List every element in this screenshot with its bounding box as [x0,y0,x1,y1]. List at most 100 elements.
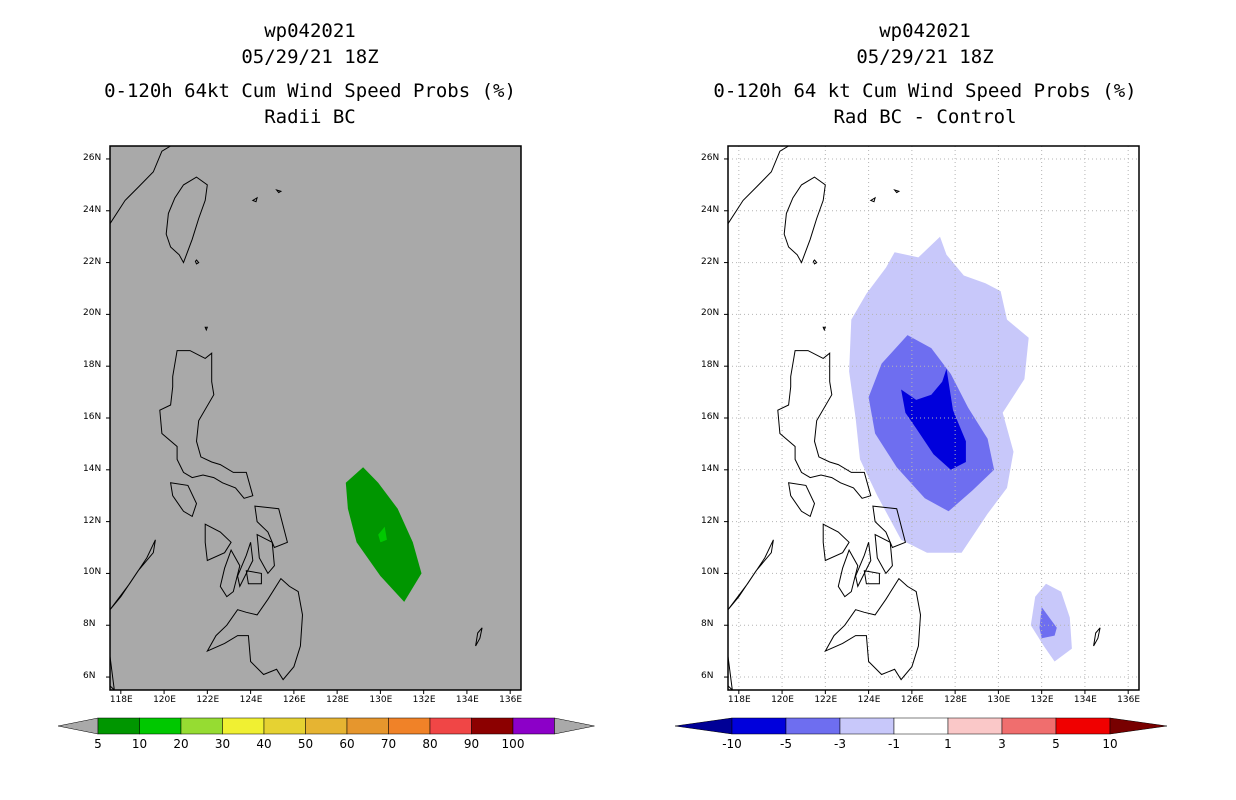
left-colorbar-label: 5 [94,737,102,751]
right-x-tick-label: 134E [1073,695,1097,705]
right-colorbar-label: -1 [888,737,900,751]
right-y-tick-label: 26N [701,152,720,163]
left-colorbar-swatch [305,717,348,735]
left-colorbar-label: 10 [131,737,148,751]
left-coastline-miyako [275,189,283,194]
left-x-tick-label: 124E [239,695,263,705]
left-map-contents [110,146,483,690]
left-coastline-borneo [110,655,115,690]
left-coastline-cebu [237,542,254,588]
left-coastline-negros [219,548,241,598]
left-coastline-luzon [159,350,254,499]
right-coastline-miyako [893,189,901,194]
right-colorbar [674,717,1168,735]
right-colorbar-label: -3 [834,737,846,751]
left-coastline-china [110,146,171,224]
left-colorbar-label: 30 [214,737,231,751]
right-coastline-leyte [874,533,893,575]
left-y-tick-label: 8N [83,619,96,630]
right-colorbar-label: -10 [722,737,742,751]
right-coastline-bohol [863,570,880,585]
right-coastline-lanyu [812,259,818,265]
left-title-storm: wp042021 [264,20,356,42]
right-title-date: 05/29/21 18Z [856,46,994,68]
left-x-tick-label: 126E [282,695,306,705]
left-x-tick-label: 134E [455,695,479,705]
left-colorbar-swatch [97,717,140,735]
right-y-tick-label: 16N [701,412,720,422]
right-x-tick-label: 126E [900,695,924,705]
left-colorbar-swatch [512,717,555,735]
right-coastline-luzon [777,350,872,499]
left-colorbar-swatch [263,717,306,735]
left-coastline-babuyan [204,326,209,332]
right-colorbar-swatch [1001,717,1057,735]
right-colorbar-label: -5 [780,737,792,751]
right-colorbar-swatch [1055,717,1111,735]
right-title-subtitle: Rad BC - Control [833,106,1017,128]
right-coastline-palau [1093,627,1101,647]
right-colorbar-high-end [1109,717,1168,735]
right-title-product: 0-120h 64 kt Cum Wind Speed Probs (%) [713,80,1137,102]
right-x-tick-label: 124E [857,695,881,705]
left-colorbar-high-end [554,717,595,735]
left-coastline-palau [475,627,483,647]
left-y-tick-label: 18N [83,360,102,371]
left-colorbar-label: 20 [173,737,189,751]
right-coastline-babuyan [822,326,827,332]
right-y-tick-label: 12N [701,515,720,526]
right-coastline-panay [822,523,850,562]
left-coastline-samar [254,505,288,549]
right-x-tick-label: 122E [814,695,838,705]
right-title: wp042021 05/29/21 18Z 0-120h 64 kt Cum W… [635,18,1215,130]
left-colorbar-swatch [388,717,431,735]
right-y-tick-label: 6N [701,671,714,682]
left-colorbar-label: 50 [297,737,314,751]
left-colorbar-swatch [471,717,514,735]
right-coastline-negros [837,548,859,598]
left-colorbar-swatch [180,717,223,735]
left-coastline-ishigaki [251,196,258,203]
left-x-tick-label: 136E [499,695,523,705]
left-y-tick-label: 26N [83,152,102,163]
left-coastline-palawan [110,539,156,611]
right-colorbar-label: 5 [1052,737,1060,751]
right-colorbar-swatch [839,717,895,735]
right-y-tick-label: 24N [701,204,720,215]
left-colorbar [57,717,595,735]
left-title-date: 05/29/21 18Z [241,46,379,68]
left-coastline-taiwan [165,176,208,264]
left-coastline-mindanao [206,577,304,681]
right-coastline-samar [872,505,906,549]
left-colorbar-swatch [139,717,182,735]
right-colorbar-low-end [674,717,733,735]
left-colorbar-label: 70 [380,737,397,751]
left-title: wp042021 05/29/21 18Z 0-120h 64kt Cum Wi… [20,18,600,130]
right-y-tick-label: 8N [701,619,714,630]
left-coastline-lanyu [194,259,200,265]
right-colorbar-swatch [947,717,1003,735]
right-colorbar-label: 10 [1102,737,1118,751]
right-coastline-mindoro [787,482,816,518]
left-y-tick-label: 6N [83,671,96,682]
left-colorbar-label: 80 [422,737,438,751]
left-coastline-panay [204,523,232,562]
left-y-tick-label: 12N [83,515,102,526]
right-x-tick-label: 118E [727,695,751,705]
right-coastline-ishigaki [869,196,876,203]
right-coastline-mindanao [824,577,922,681]
left-colorbar-swatch [222,717,265,735]
left-colorbar-low-end [57,717,99,735]
right-contour-4 [1039,607,1057,639]
left-title-product: 0-120h 64kt Cum Wind Speed Probs (%) [104,80,516,102]
right-x-tick-label: 120E [771,695,794,705]
right-x-tick-label: 128E [944,695,967,705]
left-colorbar-label: 90 [463,737,480,751]
left-contour-1 [378,526,387,543]
right-x-tick-label: 132E [1030,695,1054,705]
right-colorbar-swatch [785,717,841,735]
left-colorbar-swatch [346,717,389,735]
right-y-tick-label: 22N [701,256,720,267]
right-colorbar-swatch [893,717,949,735]
